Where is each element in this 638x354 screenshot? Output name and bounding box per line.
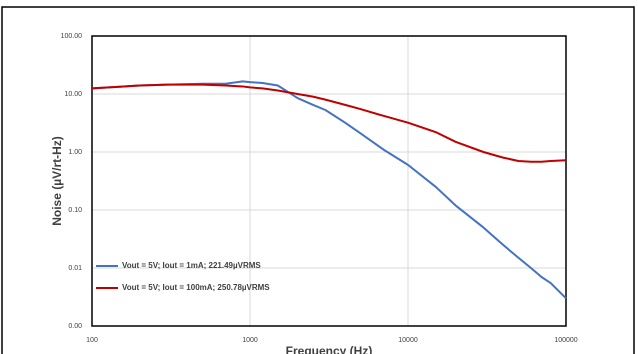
plot-border	[91, 35, 567, 327]
x-tick-label: 100000	[554, 337, 577, 344]
y-tick-label: 1.00	[68, 149, 82, 156]
x-axis-title: Frequency (Hz)	[286, 344, 373, 354]
legend-label: Vout = 5V; Iout = 100mA; 250.78µVRMS	[122, 283, 270, 292]
y-tick-label: 0.10	[68, 207, 82, 214]
y-tick-label: 0.01	[68, 265, 82, 272]
series-line	[91, 80, 567, 300]
y-tick-label: 0.00	[68, 323, 82, 330]
y-tick-label: 10.00	[64, 91, 82, 98]
legend-label: Vout = 5V; Iout = 1mA; 221.49µVRMS	[122, 261, 261, 270]
frame	[1, 6, 635, 354]
series-line	[91, 83, 567, 163]
x-tick-label: 10000	[398, 337, 418, 344]
x-tick-label: 100	[86, 337, 98, 344]
x-tick-label: 1000	[242, 337, 258, 344]
y-tick-label: 100.00	[61, 33, 83, 40]
y-axis-title: Noise (µV/rt-Hz)	[50, 136, 64, 226]
